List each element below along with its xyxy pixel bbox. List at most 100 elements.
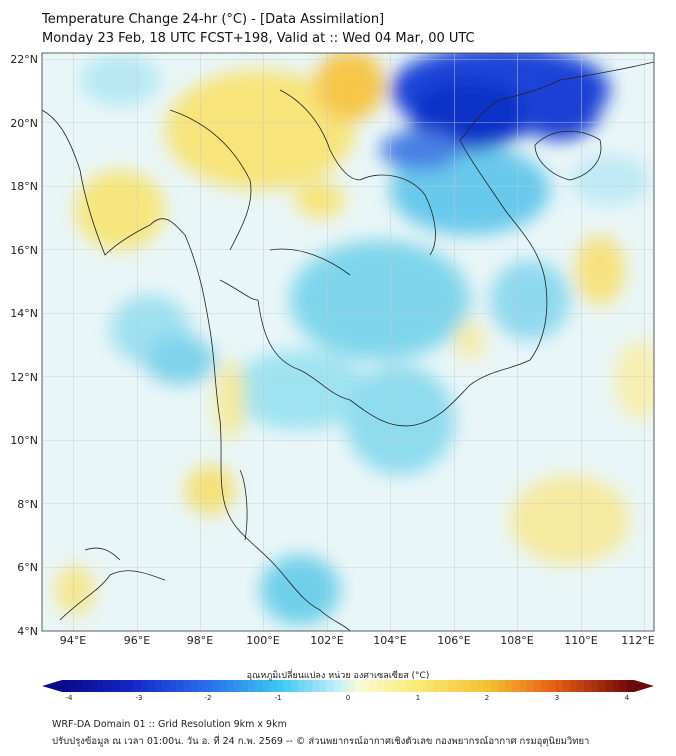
lon-tick-110: 110°E: [564, 634, 597, 647]
colorbar-cell: [483, 680, 492, 692]
colorbar-cell: [569, 680, 578, 692]
colorbar-cells: [62, 680, 635, 692]
colorbar-cell: [283, 680, 292, 692]
colorbar-cell: [419, 680, 428, 692]
cb-tick-0: 0: [346, 694, 350, 702]
lon-tick-100: 100°E: [246, 634, 279, 647]
colorbar-label: อุณหภูมิเปลี่ยนแปลง หน่วย องศาเซลเซียส (…: [246, 671, 430, 681]
colorbar-cell: [240, 680, 249, 692]
map-title: Temperature Change 24-hr (°C) - [Data As…: [42, 12, 385, 27]
colorbar-ticks: -4 -3 -2 -1 0 1 2 3 4: [66, 694, 630, 702]
colorbar-cell: [469, 680, 478, 692]
colorbar-min-arrow: [42, 680, 62, 692]
colorbar-cell: [555, 680, 564, 692]
cb-tick-2: 2: [485, 694, 489, 702]
lon-tick-102: 102°E: [310, 634, 343, 647]
lat-tick-4: 4°N: [17, 625, 38, 638]
colorbar-cell: [154, 680, 163, 692]
colorbar-cell: [412, 680, 421, 692]
colorbar-cell: [112, 680, 120, 692]
colorbar-cell: [498, 680, 506, 692]
colorbar-cell: [297, 680, 306, 692]
lon-tick-104: 104°E: [373, 634, 406, 647]
colorbar-cell: [219, 680, 228, 692]
colorbar-cell: [162, 680, 170, 692]
colorbar-cell: [183, 680, 192, 692]
lat-tick-6: 6°N: [17, 561, 38, 574]
colorbar-cell: [276, 680, 285, 692]
colorbar-cell: [140, 680, 149, 692]
colorbar-cell: [476, 680, 485, 692]
colorbar-cell: [440, 680, 449, 692]
colorbar-cell: [104, 680, 113, 692]
lon-tick-106: 106°E: [437, 634, 470, 647]
colorbar-cell: [97, 680, 106, 692]
colorbar-cell: [591, 680, 599, 692]
colorbar-cell: [376, 680, 385, 692]
colorbar-cell: [398, 680, 406, 692]
coastlines: [42, 61, 654, 631]
colorbar-cell: [605, 680, 614, 692]
colorbar-cell: [197, 680, 206, 692]
lat-tick-10: 10°N: [10, 434, 38, 447]
colorbar-cell: [319, 680, 328, 692]
colorbar-cell: [233, 680, 242, 692]
colorbar-cell: [519, 680, 528, 692]
colorbar-cell: [562, 680, 571, 692]
latitude-labels: 22°N 20°N 18°N 16°N 14°N 12°N 10°N 8°N 6…: [10, 53, 38, 638]
lat-tick-14: 14°N: [10, 307, 38, 320]
lon-tick-98: 98°E: [187, 634, 213, 647]
colorbar-cell: [390, 680, 399, 692]
lon-tick-112: 112°E: [621, 634, 654, 647]
colorbar-cell: [541, 680, 549, 692]
colorbar-cell: [362, 680, 371, 692]
colorbar-cell: [598, 680, 606, 692]
lat-tick-18: 18°N: [10, 180, 38, 193]
colorbar-cell: [612, 680, 621, 692]
cb-tick-3: 3: [555, 694, 559, 702]
lon-tick-108: 108°E: [500, 634, 533, 647]
colorbar-cell: [626, 680, 635, 692]
colorbar-cell: [226, 680, 235, 692]
cb-tick-neg1: -1: [275, 694, 282, 702]
colorbar-max-arrow: [634, 680, 654, 692]
colorbar-cell: [90, 680, 99, 692]
map-subtitle: Monday 23 Feb, 18 UTC FCST+198, Valid at…: [42, 31, 475, 46]
colorbar-cell: [212, 680, 220, 692]
lat-tick-22: 22°N: [10, 53, 38, 66]
lat-tick-8: 8°N: [17, 498, 38, 511]
colorbar-cell: [383, 680, 392, 692]
colorbar-cell: [505, 680, 514, 692]
colorbar-cell: [512, 680, 521, 692]
colorbar-cell: [340, 680, 349, 692]
cb-tick-4: 4: [625, 694, 630, 702]
colorbar-cell: [133, 680, 142, 692]
cb-tick-neg3: -3: [136, 694, 143, 702]
colorbar-cell: [312, 680, 320, 692]
cb-tick-neg2: -2: [205, 694, 212, 702]
colorbar-cell: [205, 680, 213, 692]
colorbar-cell: [462, 680, 471, 692]
colorbar-cell: [433, 680, 442, 692]
colorbar-cell: [190, 680, 199, 692]
colorbar-cell: [526, 680, 535, 692]
plot-frame: [41, 52, 655, 632]
colorbar-cell: [426, 680, 435, 692]
longitude-labels: 94°E 96°E 98°E 100°E 102°E 104°E 106°E 1…: [60, 634, 655, 647]
colorbar-cell: [583, 680, 592, 692]
colorbar-cell: [176, 680, 185, 692]
colorbar-cell: [548, 680, 556, 692]
colorbar-cell: [533, 680, 542, 692]
colorbar-cell: [69, 680, 77, 692]
colorbar: -4 -3 -2 -1 0 1 2 3 4: [42, 680, 654, 702]
colorbar-cell: [405, 680, 413, 692]
colorbar-cell: [119, 680, 127, 692]
lon-tick-96: 96°E: [124, 634, 150, 647]
colorbar-cell: [619, 680, 628, 692]
colorbar-cell: [255, 680, 263, 692]
colorbar-cell: [305, 680, 313, 692]
lat-tick-12: 12°N: [10, 371, 38, 384]
colorbar-cell: [262, 680, 270, 692]
colorbar-cell: [333, 680, 342, 692]
